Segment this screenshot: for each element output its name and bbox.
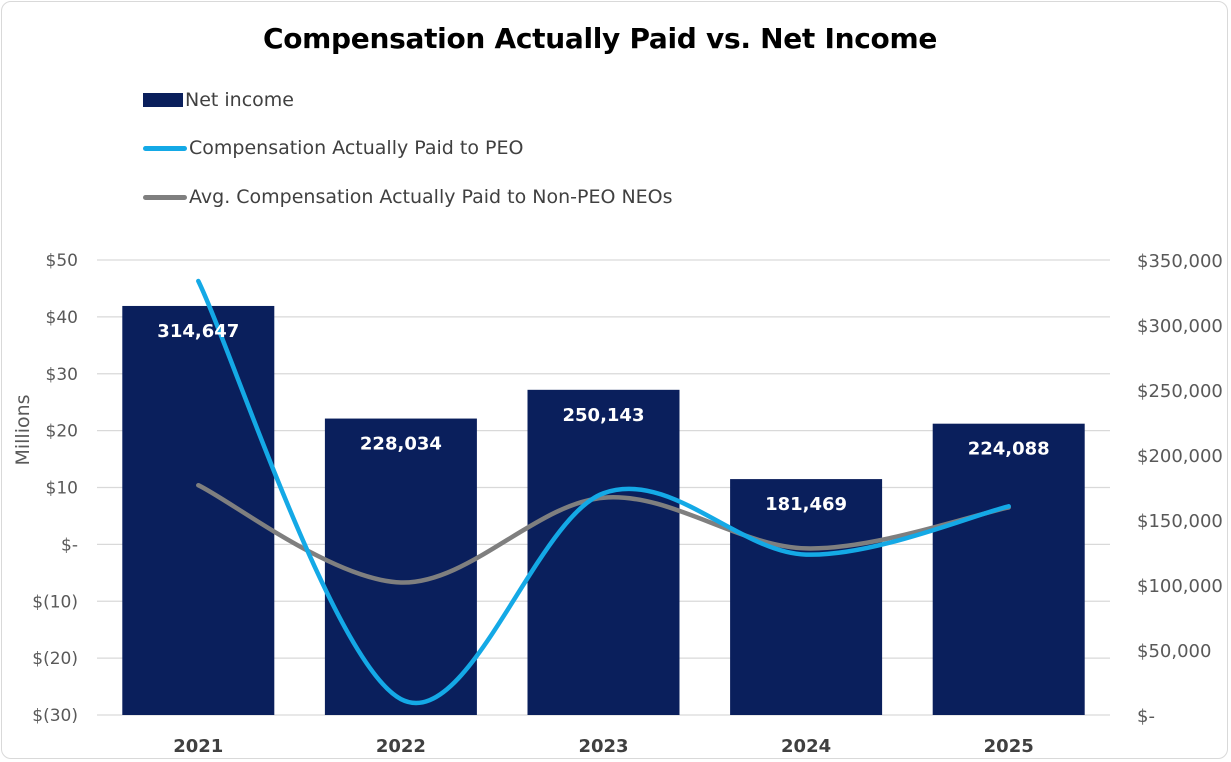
left-tick-label: $(20) xyxy=(32,649,78,669)
left-tick-label: $(10) xyxy=(32,592,78,612)
legend-item-net-income: Net income xyxy=(143,88,294,112)
right-tick-label: $50,000 xyxy=(1137,641,1211,662)
line-cap-non-peo xyxy=(196,482,1011,585)
left-tick-label: $10 xyxy=(46,479,78,499)
right-tick-label: $150,000 xyxy=(1137,511,1223,532)
right-tick-label: $- xyxy=(1137,706,1155,727)
x-tick-label: 2021 xyxy=(173,736,223,757)
bar xyxy=(324,418,477,715)
x-tick-label: 2023 xyxy=(578,736,628,757)
legend-label-cap-peo: Compensation Actually Paid to PEO xyxy=(189,137,524,159)
right-tick-label: $300,000 xyxy=(1137,316,1223,337)
bar-labels: 314,647 228,034 250,143 181,469 224,088 xyxy=(157,321,1049,515)
right-tick-label: $350,000 xyxy=(1137,251,1223,272)
left-tick-label: $(30) xyxy=(32,706,78,726)
left-axis: $50 $40 $30 $20 $10 $- $(10) $(20) $(30) xyxy=(32,251,78,726)
x-tick-label: 2025 xyxy=(984,736,1034,757)
bar xyxy=(527,389,680,715)
left-tick-label: $- xyxy=(61,535,78,555)
right-tick-label: $250,000 xyxy=(1137,381,1223,402)
x-tick-label: 2022 xyxy=(376,736,426,757)
legend-item-cap-non-peo: Avg. Compensation Actually Paid to Non-P… xyxy=(143,185,673,209)
legend-item-cap-peo: Compensation Actually Paid to PEO xyxy=(143,136,523,160)
chart-title: Compensation Actually Paid vs. Net Incom… xyxy=(262,22,938,55)
bar xyxy=(122,305,275,715)
x-tick-label: 2024 xyxy=(781,736,831,757)
left-tick-label: $50 xyxy=(46,251,78,271)
right-tick-label: $200,000 xyxy=(1137,446,1223,467)
lines xyxy=(196,278,1011,705)
line-cap-peo xyxy=(196,278,1011,705)
legend-label-net-income: Net income xyxy=(185,89,294,111)
bar xyxy=(730,479,883,715)
bar-value-label: 250,143 xyxy=(563,405,645,426)
x-axis: 2021 2022 2023 2024 2025 xyxy=(173,736,1034,757)
bars xyxy=(122,305,1085,715)
bar-value-label: 181,469 xyxy=(765,494,847,515)
right-axis: $350,000 $300,000 $250,000 $200,000 $150,000… xyxy=(1137,251,1223,727)
left-tick-label: $20 xyxy=(46,422,78,442)
legend-label-cap-non-peo: Avg. Compensation Actually Paid to Non-P… xyxy=(189,186,673,208)
legend-swatch-cap-non-peo xyxy=(143,194,187,200)
bar-value-label: 224,088 xyxy=(968,439,1050,460)
legend-swatch-cap-peo xyxy=(143,145,187,151)
left-tick-label: $30 xyxy=(46,365,78,385)
left-axis-label: Millions xyxy=(12,394,34,465)
legend-swatch-net-income xyxy=(143,93,183,107)
bar xyxy=(932,423,1085,715)
right-tick-label: $100,000 xyxy=(1137,576,1223,597)
left-tick-label: $40 xyxy=(46,308,78,328)
bar-value-label: 314,647 xyxy=(157,321,239,342)
bar-value-label: 228,034 xyxy=(360,434,442,455)
